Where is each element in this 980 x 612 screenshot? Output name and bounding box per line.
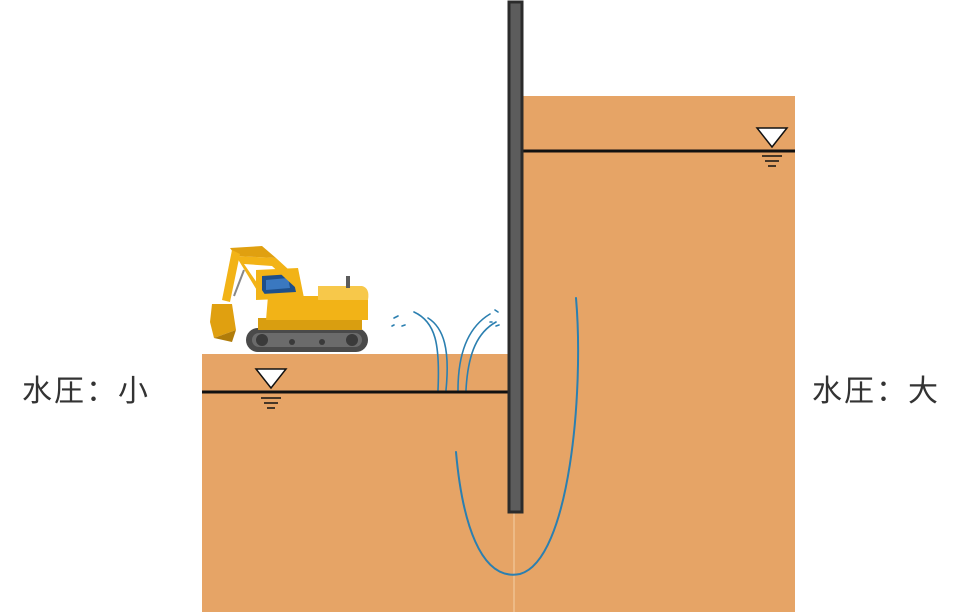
seepage-flow-arrow [455, 297, 580, 576]
right-water-pressure-label: 水圧：大 [812, 374, 940, 409]
right-water-level-symbol [755, 127, 789, 167]
right-soil-block [514, 96, 795, 612]
excavator-icon [210, 246, 369, 352]
water-spout-icon [391, 309, 500, 391]
left-water-level-symbol [254, 368, 288, 409]
left-soil-block [202, 354, 514, 612]
left-water-pressure-label: 水圧：小 [22, 374, 150, 409]
sheet-pile [507, 0, 524, 514]
